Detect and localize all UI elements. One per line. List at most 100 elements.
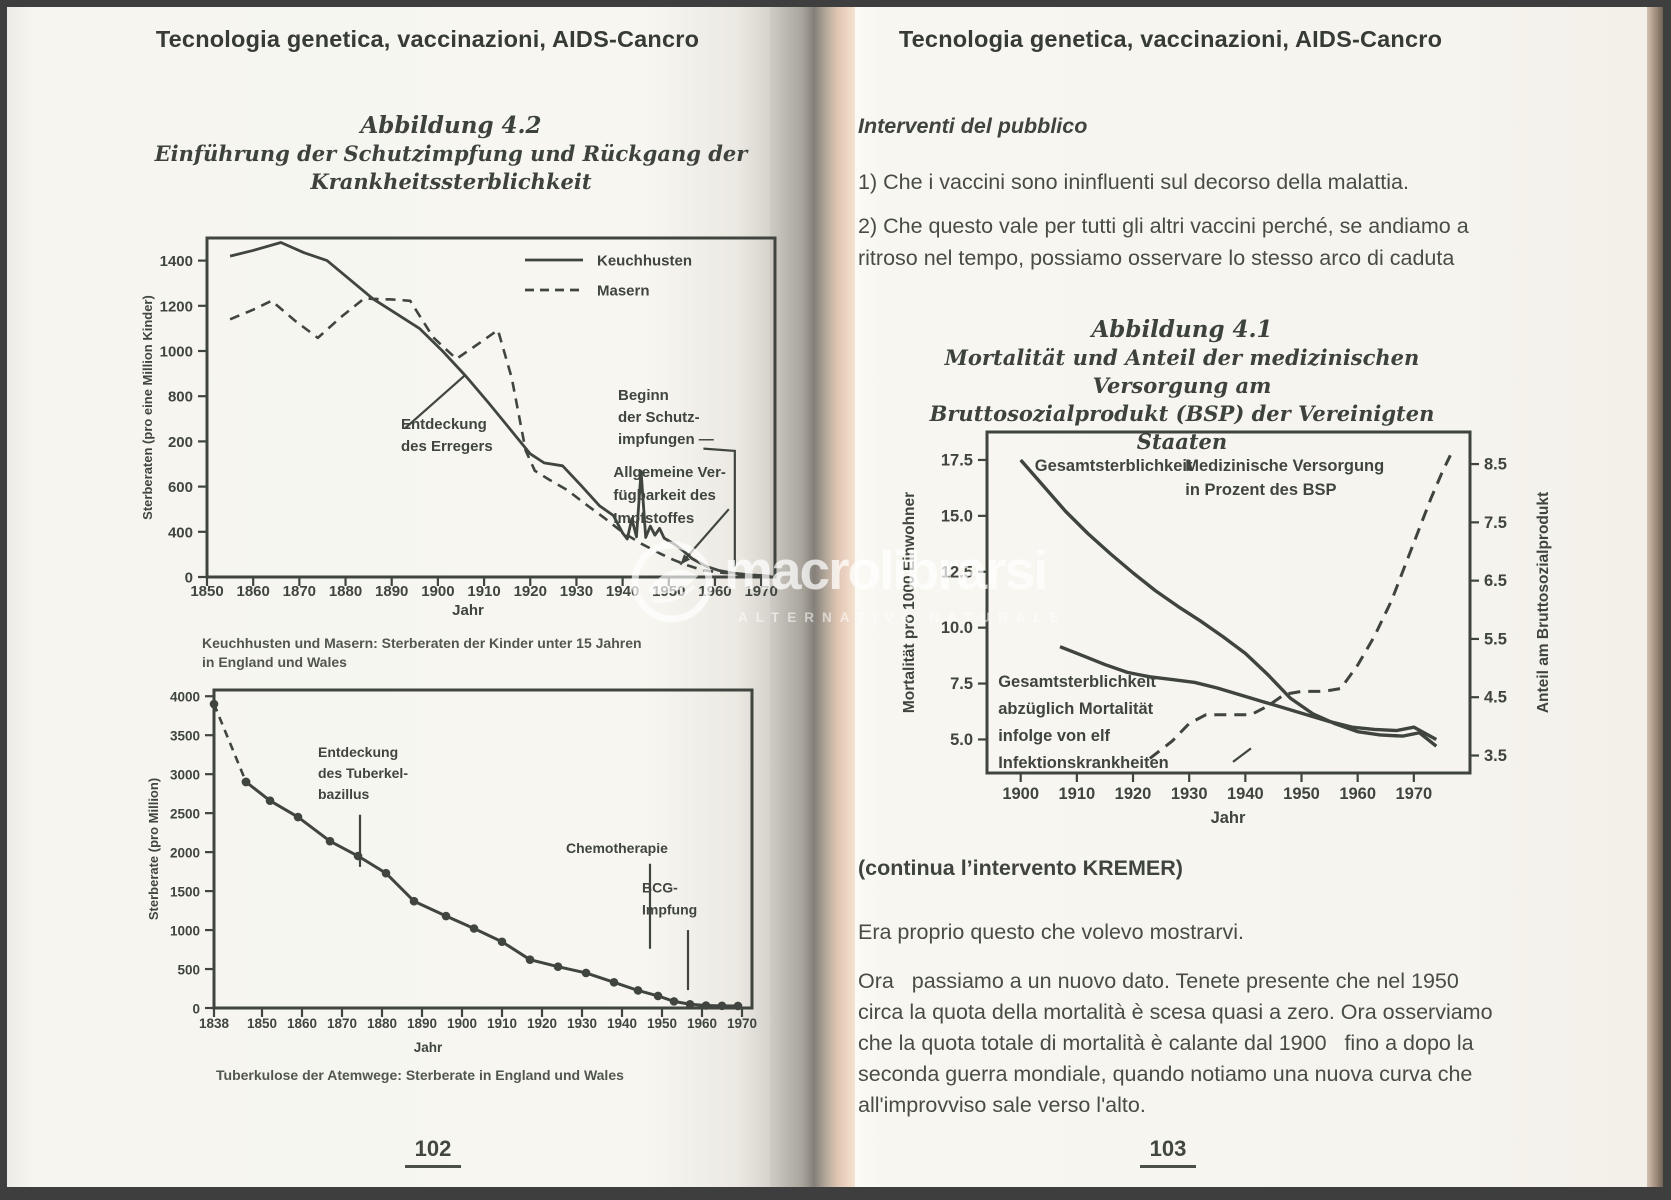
svg-text:7.5: 7.5 [950,675,973,693]
svg-text:15.0: 15.0 [941,507,973,525]
svg-text:1920: 1920 [527,1016,557,1031]
svg-text:10.0: 10.0 [941,619,973,637]
svg-text:0: 0 [192,1002,200,1017]
svg-text:Masern: Masern [597,283,650,300]
svg-text:1910: 1910 [487,1016,517,1031]
svg-text:1940: 1940 [607,1016,637,1031]
page-number-102: 102 [405,1136,461,1168]
svg-text:Jahr: Jahr [1211,809,1246,827]
svg-text:200: 200 [168,434,193,451]
svg-text:Keuchhusten: Keuchhusten [597,253,692,270]
svg-text:3500: 3500 [170,729,200,744]
svg-text:1870: 1870 [327,1016,357,1031]
svg-text:5.5: 5.5 [1484,630,1507,648]
svg-text:400: 400 [168,524,193,541]
svg-text:2500: 2500 [170,807,200,822]
svg-text:17.5: 17.5 [941,451,973,469]
svg-text:Gesamtsterblichkeit: Gesamtsterblichkeit [1035,457,1193,475]
svg-text:1920: 1920 [514,583,547,600]
tuberculosis-chart: 1838 1850 1860 1870 1880 1890 1900 1910 1920 1930… [146,688,757,1055]
svg-text:600: 600 [168,479,193,496]
svg-text:1970: 1970 [744,583,777,600]
svg-text:1930: 1930 [1171,785,1208,803]
svg-text:1400: 1400 [160,253,193,270]
svg-text:1900: 1900 [421,583,454,600]
svg-text:1940: 1940 [1227,785,1264,803]
page-edge [1647,7,1663,1187]
svg-text:BCG-Impfung: BCG-Impfung [642,880,697,918]
svg-text:1920: 1920 [1115,785,1152,803]
figure-4-2-subtitle-2: Krankheitssterblichkeit [310,169,592,194]
svg-text:1970: 1970 [1395,785,1432,803]
svg-text:Anteil am Bruttosozialprodukt: Anteil am Bruttosozialprodukt [1535,492,1552,713]
svg-text:1960: 1960 [698,583,731,600]
paragraph-1: 1) Che i vaccini sono ininfluenti sul de… [858,170,1409,194]
mortality-gnp-chart: 1900 1910 1920 1930 1940 1950 1960 1970 17.5 15.0… [901,430,1552,827]
svg-text:3000: 3000 [170,768,200,783]
svg-text:800: 800 [168,389,193,406]
svg-text:Sterberaten (pro eine Million: Sterberaten (pro eine Million Kinder) [140,295,155,520]
svg-text:0: 0 [185,570,193,587]
book-gutter [770,7,855,1187]
svg-text:1200: 1200 [160,298,193,315]
svg-text:Chemotherapie: Chemotherapie [566,840,668,856]
svg-text:5.0: 5.0 [950,731,973,749]
svg-text:1960: 1960 [687,1016,717,1031]
svg-text:12.5: 12.5 [941,563,973,581]
svg-text:1850: 1850 [190,583,223,600]
figure-4-2-number: Abbildung 4.2 [360,112,542,139]
svg-text:1890: 1890 [375,583,408,600]
svg-text:1900: 1900 [1002,785,1039,803]
left-page-header: Tecnologia genetica, vaccinazioni, AIDS-… [155,26,700,52]
paragraph-4: Ora passiamo a un nuovo dato. Tenete pre… [858,969,1493,1117]
svg-text:1870: 1870 [283,583,316,600]
svg-text:1950: 1950 [652,583,685,600]
right-page-header: Tecnologia genetica, vaccinazioni, AIDS-… [898,26,1443,52]
svg-text:1880: 1880 [329,583,362,600]
figure-4-1-subtitle-1: Mortalität und Anteil der medizinischen … [944,345,1420,398]
svg-text:1950: 1950 [647,1016,677,1031]
svg-text:1900: 1900 [447,1016,477,1031]
svg-text:500: 500 [177,963,200,978]
svg-text:1930: 1930 [567,1016,597,1031]
svg-text:7.5: 7.5 [1484,514,1507,532]
paragraph-2: 2) Che questo vale per tutti gli altri v… [858,214,1469,270]
svg-text:1960: 1960 [1339,785,1376,803]
figure-4-1-number: Abbildung 4.1 [1091,316,1273,343]
svg-text:4000: 4000 [170,690,200,705]
figure-4-2-title: Abbildung 4.2 Einführung der Schutzimpfu… [151,112,751,196]
continua-heading: (continua l’intervento KREMER) [858,856,1183,880]
svg-text:1910: 1910 [1059,785,1096,803]
svg-text:1910: 1910 [467,583,500,600]
svg-text:3.5: 3.5 [1484,747,1507,765]
svg-text:1000: 1000 [160,344,193,361]
svg-text:1950: 1950 [1283,785,1320,803]
svg-text:Sterberate (pro Million): Sterberate (pro Million) [146,778,161,920]
section-heading: Interventi del pubblico [858,114,1088,138]
svg-text:4.5: 4.5 [1484,689,1507,707]
svg-text:1970: 1970 [727,1016,757,1031]
svg-text:1838: 1838 [199,1016,230,1031]
svg-text:Jahr: Jahr [414,1040,443,1055]
svg-text:Jahr: Jahr [452,602,484,619]
paragraph-3: Era proprio questo che volevo mostrarvi. [858,920,1244,944]
svg-text:1500: 1500 [170,885,200,900]
tuberculosis-caption: Tuberkulose der Atemwege: Sterberate in … [216,1067,624,1083]
page-number-103: 103 [1140,1136,1196,1168]
figure-4-2-subtitle-1: Einführung der Schutzimpfung und Rückgan… [154,141,748,166]
svg-text:8.5: 8.5 [1484,456,1507,474]
svg-text:1890: 1890 [407,1016,437,1031]
svg-text:6.5: 6.5 [1484,572,1507,590]
svg-text:1880: 1880 [367,1016,397,1031]
svg-text:1930: 1930 [560,583,593,600]
svg-text:2000: 2000 [170,846,200,861]
svg-text:1860: 1860 [236,583,269,600]
svg-text:1850: 1850 [247,1016,277,1031]
svg-text:Mortalität pro 1000 Einwohner: Mortalität pro 1000 Einwohner [901,492,918,713]
